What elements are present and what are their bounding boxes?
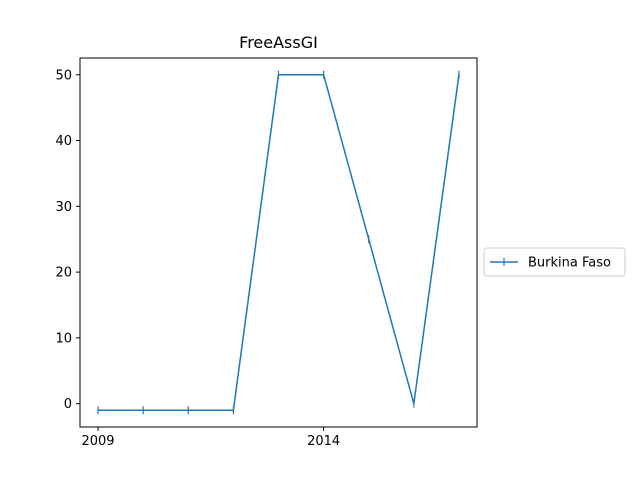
plot-frame xyxy=(79,57,478,428)
legend: Burkina Faso xyxy=(483,247,626,277)
y-tick-label: 50 xyxy=(55,68,72,83)
y-tick-label: 10 xyxy=(55,331,72,346)
plot-area: 2009 2014 0 10 20 30 40 50 xyxy=(55,57,478,449)
chart-title: FreeAssGI xyxy=(239,33,318,52)
y-tick-label: 20 xyxy=(55,266,72,281)
legend-box xyxy=(483,247,626,277)
x-tick-label: 2009 xyxy=(81,434,114,449)
y-tick-label: 0 xyxy=(64,397,72,412)
series-line xyxy=(98,74,460,411)
y-tick-label: 40 xyxy=(55,134,72,149)
y-tick-label: 30 xyxy=(55,200,72,215)
legend-label: Burkina Faso xyxy=(528,256,611,271)
x-tick-label: 2014 xyxy=(307,434,340,449)
